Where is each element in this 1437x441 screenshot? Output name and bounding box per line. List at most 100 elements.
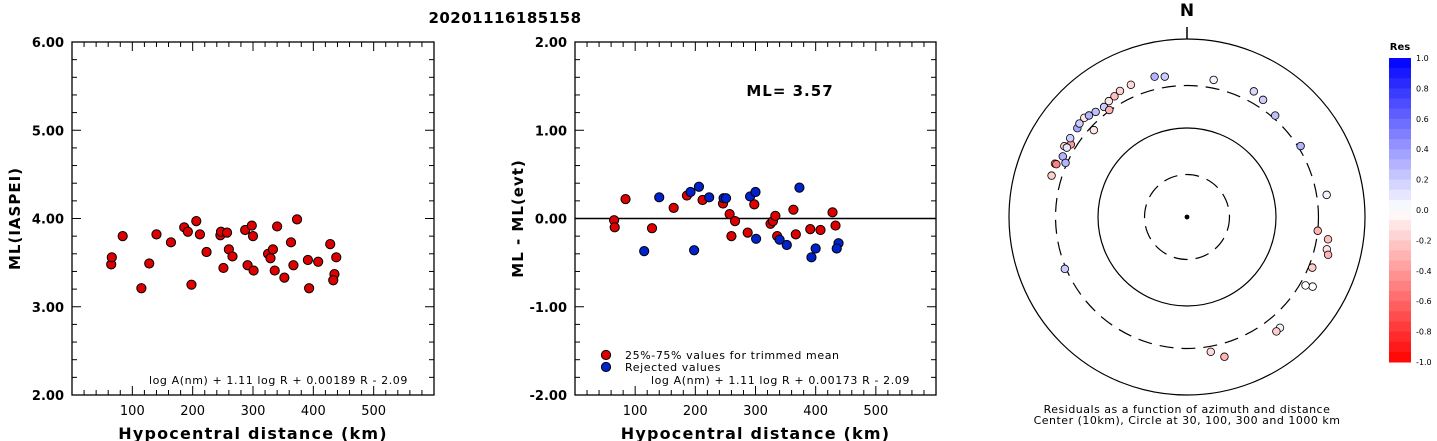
colorbar-band: [1389, 159, 1411, 170]
data-point-trimmed: [646, 223, 658, 234]
station-residual-point: [1308, 282, 1317, 291]
colorbar-tick-label: 0.4: [1416, 145, 1429, 154]
station-residual-point: [1110, 92, 1119, 101]
data-point-trimmed: [770, 210, 781, 221]
station-residual-point: [1323, 235, 1333, 244]
data-point-trimmed: [790, 229, 801, 240]
y-tick-label: 2.00: [32, 389, 64, 404]
y-axis-label: ML - ML(evt): [509, 159, 527, 277]
caption-line-2: Center (10km), Circle at 30, 100, 300 an…: [1034, 414, 1341, 427]
colorbar-band: [1389, 58, 1411, 69]
data-point: [221, 227, 233, 238]
data-point-trimmed: [726, 231, 737, 242]
y-tick-label: 5.00: [32, 124, 64, 139]
data-point: [302, 254, 314, 266]
colorbar-title: Res: [1390, 42, 1410, 53]
station-residual-point: [1105, 105, 1114, 115]
caption-line-1: Residuals as a function of azimuth and d…: [1044, 403, 1331, 416]
data-point: [331, 252, 342, 263]
colorbar-band: [1389, 98, 1411, 110]
y-tick-label: 4.00: [32, 213, 64, 228]
data-point-rejected: [831, 243, 842, 254]
data-point: [328, 275, 339, 286]
data-point-rejected: [639, 246, 650, 257]
colorbar-band: [1389, 179, 1411, 191]
colorbar-band: [1389, 128, 1411, 140]
station-residual-point: [1296, 141, 1305, 151]
data-point: [285, 237, 297, 248]
plot-frame: [71, 41, 435, 396]
data-point-trimmed: [830, 220, 841, 231]
station-residual-point: [1308, 263, 1317, 272]
data-point-rejected: [806, 252, 817, 263]
data-point: [165, 237, 177, 248]
y-tick-label: 1.00: [535, 124, 567, 139]
x-axis-label: Hypocentral distance (km): [118, 424, 388, 441]
y-tick-label: 2.00: [535, 36, 567, 51]
colorbar-tick-label: 0.8: [1416, 84, 1429, 93]
data-point: [182, 226, 193, 237]
data-point-rejected: [750, 186, 761, 198]
data-point-trimmed: [815, 224, 826, 236]
data-point-trimmed: [805, 223, 816, 235]
data-point-rejected: [751, 233, 762, 244]
legend-label: 25%-75% values for trimmed mean: [625, 349, 840, 362]
x-tick-label: 200: [180, 404, 205, 419]
data-point: [201, 246, 212, 258]
colorbar-band: [1389, 118, 1411, 130]
colorbar-band: [1389, 240, 1411, 252]
colorbar-band: [1389, 321, 1411, 333]
legend-label: Rejected values: [625, 361, 721, 374]
station-residual-point: [1150, 72, 1159, 81]
data-point: [227, 251, 238, 262]
colorbar-tick-label: -0.6: [1416, 297, 1432, 306]
colorbar-band: [1389, 230, 1411, 241]
colorbar-tick-label: -0.8: [1416, 328, 1432, 337]
data-point-rejected: [689, 245, 700, 256]
data-point-trimmed: [668, 202, 679, 214]
station-residual-point: [1160, 72, 1169, 81]
colorbar-band: [1389, 108, 1411, 120]
data-point-trimmed: [620, 193, 631, 205]
station-residual-point: [1249, 87, 1259, 96]
colorbar-band: [1389, 260, 1411, 272]
colorbar-tick-label: 0.2: [1416, 176, 1429, 185]
data-point-trimmed: [827, 207, 838, 218]
station-residual-point: [1272, 327, 1281, 336]
station-residual-point: [1075, 119, 1084, 128]
x-axis-label: Hypocentral distance (km): [621, 424, 891, 441]
station-residual-point: [1060, 264, 1070, 274]
data-point: [313, 256, 324, 267]
colorbar-band: [1389, 78, 1411, 89]
station-residual-point: [1126, 80, 1136, 89]
colorbar-band: [1389, 68, 1411, 79]
data-point-trimmed: [609, 222, 620, 233]
data-point: [279, 272, 290, 283]
north-label: N: [1180, 1, 1194, 21]
x-tick-label: 100: [120, 404, 145, 419]
colorbar-tick-label: -0.4: [1416, 267, 1432, 276]
data-point: [106, 252, 117, 263]
station-residual-point: [1084, 111, 1094, 120]
data-point: [272, 221, 283, 232]
data-point-rejected: [685, 186, 696, 198]
data-point-rejected: [810, 243, 821, 254]
station-residual-point: [1115, 86, 1125, 96]
data-point: [247, 231, 259, 242]
station-residual-point: [1089, 125, 1099, 135]
colorbar-band: [1389, 280, 1411, 292]
data-point-rejected: [693, 181, 705, 192]
colorbar-tick-label: 0.6: [1416, 115, 1429, 124]
range-circle-100km: [1097, 127, 1277, 307]
colorbar-band: [1389, 250, 1411, 262]
station-residual-point: [1270, 111, 1280, 120]
y-tick-label: -2.00: [530, 389, 567, 404]
data-point: [291, 214, 303, 225]
station-residual-point: [1047, 171, 1056, 180]
x-tick-label: 200: [683, 404, 708, 419]
formula-text: log A(nm) + 1.11 log R + 0.00173 R - 2.0…: [651, 374, 910, 387]
station-residual-point: [1062, 143, 1072, 152]
range-circle-300km: [1054, 84, 1320, 350]
y-tick-label: 0.00: [535, 213, 567, 228]
